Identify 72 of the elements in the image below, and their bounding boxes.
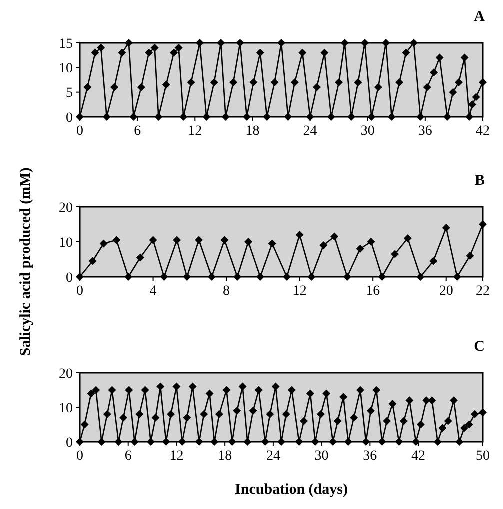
point (320, 242, 328, 250)
point (124, 273, 133, 281)
point (173, 236, 182, 244)
x-tick-label: 0 (76, 449, 84, 464)
y-axis-title: Salicylic acid produced (mM) (18, 168, 34, 356)
x-tick-label: 36 (363, 449, 378, 464)
x-tick-label: 42 (412, 449, 426, 464)
point (220, 236, 229, 244)
x-tick-label: 18 (246, 124, 260, 139)
x-tick-label: 18 (218, 449, 232, 464)
point (391, 250, 400, 258)
point (100, 240, 108, 248)
point (195, 236, 204, 244)
x-tick-label: 30 (314, 449, 329, 464)
point (308, 273, 316, 281)
point (404, 234, 412, 242)
point (479, 220, 487, 228)
y-tick-label: 10 (59, 62, 73, 77)
point (244, 238, 253, 246)
x-tick-label: 22 (476, 284, 490, 299)
x-tick-label: 4 (150, 284, 157, 299)
x-tick-label: 6 (134, 124, 142, 139)
x-tick-label: 0 (76, 284, 84, 299)
y-tick-label: 10 (59, 401, 73, 416)
x-tick-label: 12 (188, 124, 202, 139)
y-tick-label: 20 (59, 200, 73, 216)
x-tick-label: 50 (476, 449, 490, 464)
point (416, 273, 425, 281)
x-tick-label: 24 (266, 449, 280, 464)
point (256, 273, 264, 281)
point (356, 245, 364, 253)
point (378, 273, 386, 281)
point (430, 257, 438, 266)
x-tick-label: 12 (292, 284, 307, 299)
point (149, 236, 158, 244)
x-tick-label: 20 (439, 284, 454, 299)
point (282, 273, 291, 281)
y-tick-label: 20 (59, 366, 73, 382)
point (442, 224, 450, 232)
y-tick-label: 0 (66, 110, 73, 126)
x-tick-label: 24 (303, 124, 318, 139)
x-tick-label: 16 (366, 284, 380, 299)
point (88, 257, 97, 266)
chart-title: A (474, 9, 486, 25)
point (453, 273, 462, 281)
y-tick-label: 15 (59, 36, 73, 52)
point (160, 273, 168, 281)
x-tick-label: 8 (223, 284, 230, 299)
y-tick-label: 10 (59, 236, 73, 251)
x-tick-label: 30 (360, 124, 375, 139)
point (296, 231, 304, 239)
point (112, 236, 121, 244)
point (367, 238, 376, 246)
y-tick-label: 0 (66, 436, 73, 451)
point (183, 273, 192, 281)
x-tick-label: 6 (124, 449, 132, 464)
point (136, 254, 144, 262)
chart-title: B (474, 173, 485, 189)
x-tick-label: 12 (170, 449, 184, 464)
point (268, 240, 276, 248)
point (208, 273, 216, 281)
y-tick-label: 0 (66, 270, 73, 286)
y-tick-label: 5 (66, 86, 73, 102)
x-tick-label: 0 (76, 124, 84, 139)
point (330, 232, 339, 241)
point (343, 273, 352, 281)
point (234, 273, 242, 281)
chart-title: C (474, 339, 485, 355)
x-tick-label: 42 (476, 124, 490, 139)
x-axis-title: Incubation (days) (235, 482, 348, 498)
point (466, 252, 474, 260)
x-tick-label: 36 (418, 124, 432, 139)
